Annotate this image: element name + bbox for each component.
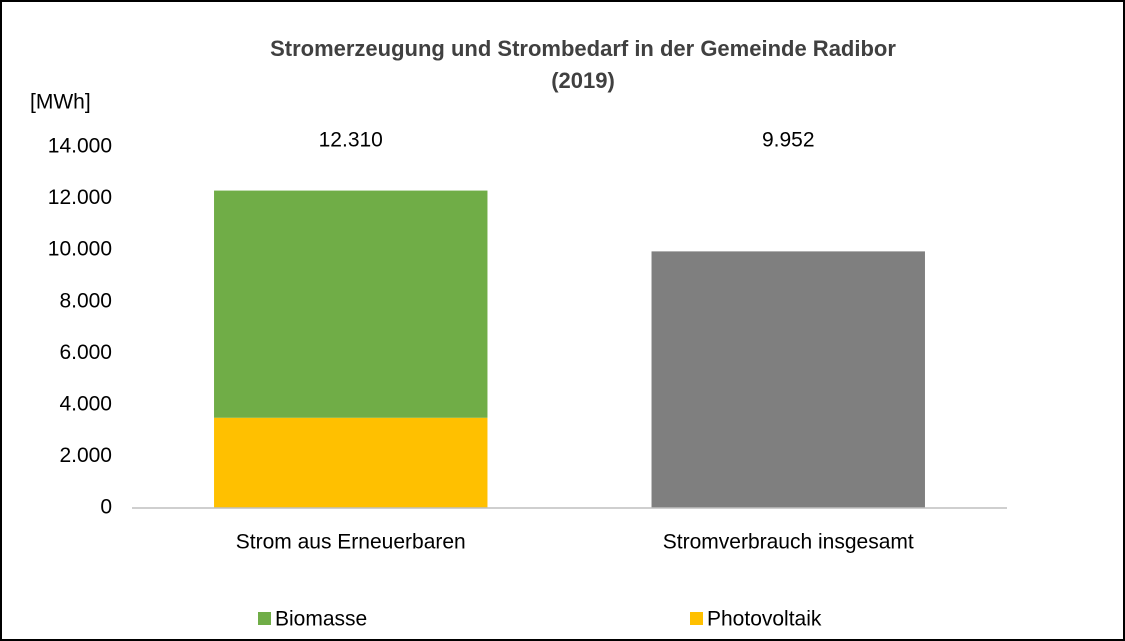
total-label: 9.952: [762, 129, 815, 152]
legend-swatch: [258, 612, 271, 625]
chart-title: Stromerzeugung und Strombedarf in der Ge…: [270, 36, 896, 61]
legend-label: Photovoltaik: [707, 608, 822, 631]
y-tick-label: 4.000: [59, 392, 112, 415]
legend-label: Biomasse: [275, 608, 367, 631]
y-tick-label: 10.000: [48, 238, 112, 261]
y-axis-label: [MWh]: [30, 91, 91, 114]
total-label: 12.310: [319, 129, 383, 152]
y-tick-label: 6.000: [59, 341, 112, 364]
y-tick-label: 12.000: [48, 186, 112, 209]
bar-segment: [214, 190, 488, 418]
bar-segment: [651, 251, 925, 509]
y-tick-label: 8.000: [59, 289, 112, 312]
x-tick-label: Strom aus Erneuerbaren: [236, 531, 466, 554]
legend-swatch: [690, 612, 703, 625]
x-tick-label: Stromverbrauch insgesamt: [663, 531, 914, 554]
bar-segment: [214, 417, 488, 508]
y-tick-label: 14.000: [48, 135, 112, 158]
y-tick-label: 0: [100, 496, 112, 519]
chart-subtitle: (2019): [551, 68, 615, 93]
y-tick-label: 2.000: [59, 444, 112, 467]
